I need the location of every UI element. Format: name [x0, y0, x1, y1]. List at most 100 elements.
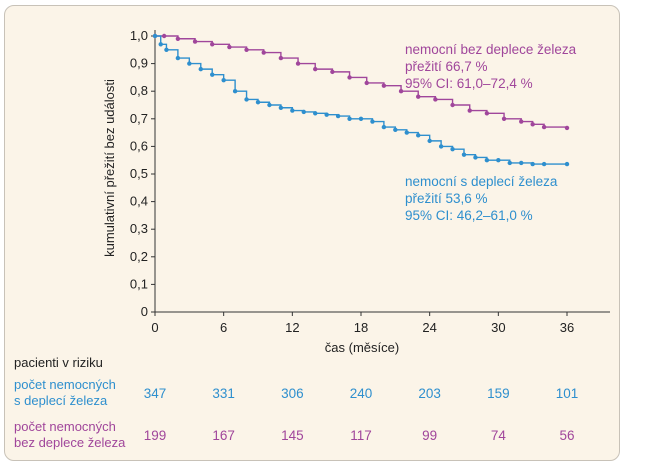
series-2-point [290, 108, 295, 113]
series-1-point [313, 66, 318, 72]
x-tick-label: 30 [491, 320, 505, 335]
series-1-point [541, 124, 547, 130]
series-2-point [519, 160, 524, 166]
risk-row-value: 199 [144, 428, 167, 443]
risk-row-label: počet nemocných [14, 419, 116, 434]
axes: 0 0,1 0,2 0,3 0,4 0,5 0,6 0,7 0,8 0,9 1,0 0 6 12 18 24 3… [102, 28, 610, 355]
series-2-point [221, 77, 226, 83]
series-1-point [261, 50, 266, 55]
risk-row-value: 203 [418, 386, 441, 401]
risk-row-value: 74 [491, 428, 507, 443]
risk-table-title: pacienti v riziku [14, 355, 103, 370]
series-2-point [530, 161, 535, 167]
y-tick-label: 0 [141, 304, 148, 319]
risk-row-label: bez deplece železa [14, 435, 126, 450]
series-2-point [370, 119, 375, 124]
y-tick-label: 0,9 [130, 56, 148, 71]
series-2-point [381, 124, 387, 130]
risk-row-value: 117 [350, 428, 372, 443]
x-tick-label: 18 [354, 320, 368, 335]
series-1-point [175, 36, 181, 41]
series-2-point [541, 161, 547, 167]
series-2-point [164, 47, 169, 52]
y-tick-label: 0,5 [130, 166, 148, 181]
series-2-point [507, 160, 512, 166]
figure-frame [4, 5, 620, 461]
series-2-point [416, 133, 421, 138]
series-2-point [158, 42, 163, 47]
y-tick-label: 0,4 [130, 194, 148, 209]
series-2-point [484, 158, 490, 163]
risk-row-value: 99 [422, 428, 437, 443]
series-1-point [244, 47, 249, 52]
series-2-point [347, 116, 352, 122]
series-1-point [530, 122, 535, 127]
series-2-point [335, 113, 341, 119]
risk-row-value: 56 [559, 428, 574, 443]
series-2-point [473, 155, 478, 160]
y-tick-label: 0,8 [130, 83, 148, 98]
risk-row-label: počet nemocných [14, 377, 116, 392]
series-1-point [364, 80, 369, 86]
series-2-point [255, 100, 261, 105]
series-2-point [232, 89, 238, 94]
risk-row-value: 159 [487, 386, 510, 401]
y-axis-title: kumulativní přežití bez události [102, 79, 117, 257]
risk-row-value: 306 [281, 386, 304, 401]
series-2-point [244, 97, 249, 102]
series-2-point [324, 112, 329, 117]
series-1-point [381, 83, 387, 88]
series-2-point [267, 102, 272, 108]
series-1-point [227, 44, 232, 50]
series-1-point [450, 102, 455, 108]
annotation-1-line: nemocní bez deplece železa [405, 42, 577, 57]
x-tick-label: 0 [151, 320, 158, 335]
series-2-point [404, 130, 409, 135]
risk-row-value: 145 [281, 428, 304, 443]
x-tick-label: 12 [285, 320, 299, 335]
series-2-point [187, 61, 192, 66]
annotation-1-line: přežití 66,7 % [405, 59, 488, 74]
annotations: nemocní bez deplece železa přežití 66,7 %… [405, 42, 577, 223]
annotation-2-line: 95% CI: 46,2–61,0 % [405, 208, 533, 223]
y-tick-label: 0,1 [130, 276, 148, 291]
series-2-point [427, 138, 432, 144]
series-2-point [496, 158, 501, 163]
series-1-point [192, 39, 198, 44]
series-1-point [564, 125, 570, 131]
series-1-point [501, 116, 507, 122]
series-1-point [347, 75, 352, 80]
series-2-point [210, 72, 215, 77]
annotation-2-line: přežití 53,6 % [405, 191, 488, 206]
series-2-point [358, 116, 364, 122]
risk-row-label: s deplecí železa [14, 393, 108, 408]
series-1-point [467, 108, 472, 113]
series-1-point [416, 94, 421, 99]
series-2-point [461, 152, 467, 157]
x-axis-title: čas (měsíce) [325, 340, 399, 355]
series-2-point [278, 105, 284, 110]
risk-row-value: 167 [212, 428, 235, 443]
y-tick-label: 0,3 [130, 221, 148, 236]
series-1-point [330, 69, 335, 75]
risk-row-value: 101 [556, 386, 579, 401]
series-layer [152, 33, 570, 167]
series-2-point [301, 109, 306, 115]
x-tick-label: 24 [422, 320, 436, 335]
x-tick-label: 36 [560, 320, 574, 335]
x-tick-label: 6 [220, 320, 227, 335]
series-1-point [161, 33, 167, 39]
y-tick-label: 0,6 [130, 138, 148, 153]
annotation-2-line: nemocní s deplecí železa [405, 174, 558, 189]
series-1-point [433, 97, 438, 102]
series-1-point [295, 61, 301, 66]
risk-row-value: 347 [144, 386, 167, 401]
series-2-point [198, 66, 203, 72]
series-2-point [450, 146, 455, 152]
y-tick-label: 0,7 [130, 111, 148, 126]
y-tick-label: 0,2 [130, 249, 148, 264]
series-2-point [438, 144, 444, 149]
series-1-point [484, 111, 490, 116]
series-2-point [313, 111, 318, 116]
